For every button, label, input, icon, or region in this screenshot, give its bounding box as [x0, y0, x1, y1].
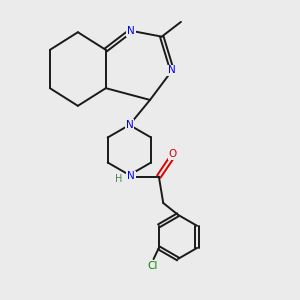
Text: Cl: Cl	[147, 262, 157, 272]
Text: N: N	[127, 172, 135, 182]
Text: O: O	[169, 149, 177, 159]
Text: N: N	[127, 26, 135, 36]
Text: H: H	[115, 174, 122, 184]
Text: N: N	[125, 120, 133, 130]
Text: N: N	[168, 65, 176, 76]
